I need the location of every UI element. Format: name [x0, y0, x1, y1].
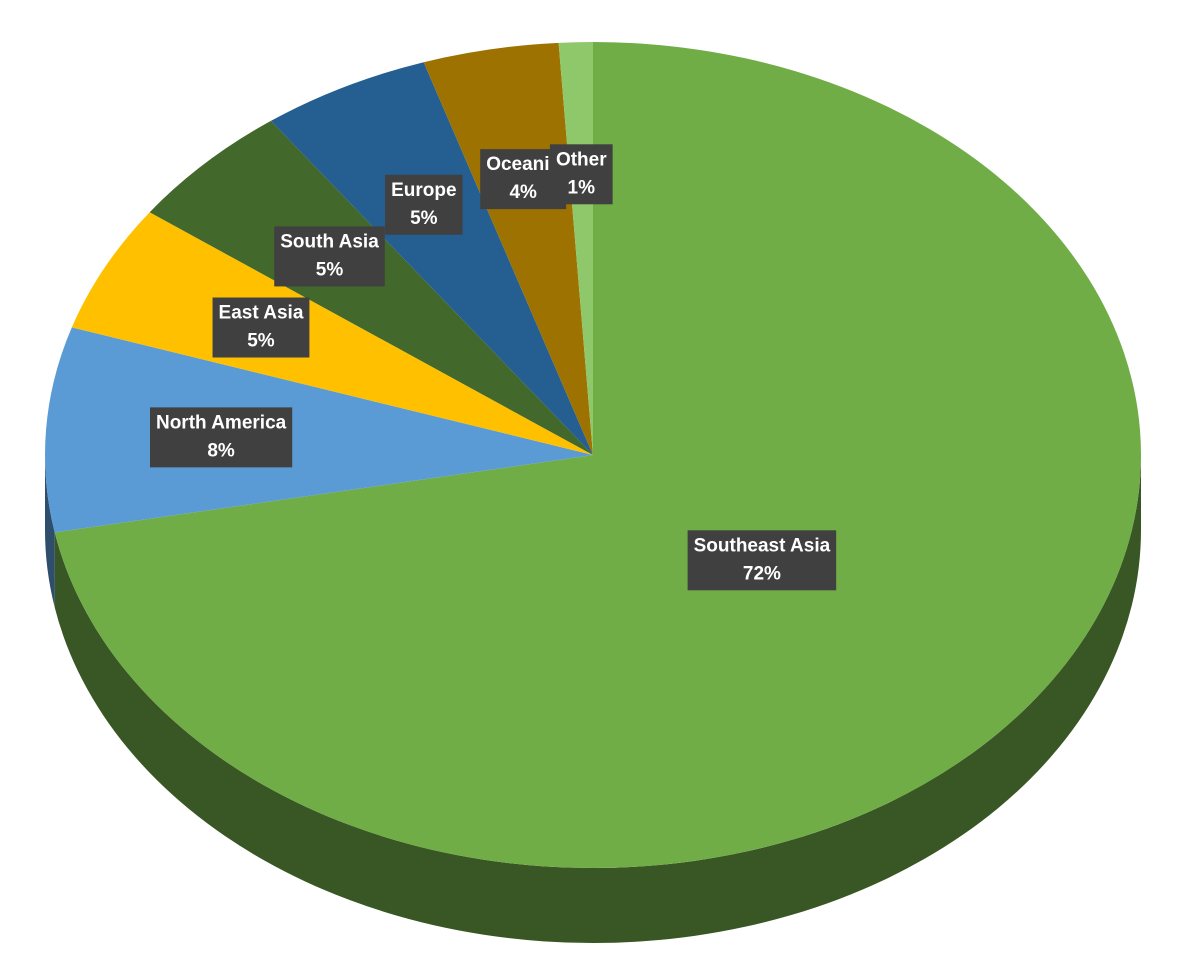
- label-name: Other: [556, 149, 607, 170]
- label-value: 5%: [410, 208, 438, 229]
- label-value: 72%: [743, 563, 781, 584]
- pie-side: [54, 455, 1142, 944]
- data-label: Southeast Asia 72%: [687, 530, 837, 591]
- pie-slice: [71, 212, 593, 455]
- pie-slice: [149, 120, 593, 456]
- label-box: [385, 174, 463, 235]
- label-name: East Asia: [219, 303, 304, 324]
- data-label: Other 1%: [549, 144, 613, 205]
- label-value: 5%: [247, 331, 275, 352]
- data-label: North America 8%: [149, 407, 293, 468]
- label-name: South Asia: [280, 231, 379, 252]
- pie-slice: [44, 327, 593, 533]
- label-name: North America: [156, 412, 287, 433]
- label-box: [149, 407, 293, 468]
- label-value: 4%: [509, 182, 537, 203]
- label-name: Europe: [391, 180, 456, 201]
- label-value: 1%: [568, 177, 596, 198]
- pie-side: [45, 455, 55, 608]
- label-box: [274, 226, 385, 287]
- data-label: South Asia 5%: [274, 226, 385, 287]
- pie-slice: [54, 42, 1141, 868]
- data-label: Europe 5%: [385, 174, 463, 235]
- label-value: 8%: [207, 440, 235, 461]
- label-box: [549, 144, 613, 205]
- label-box: [212, 297, 310, 358]
- label-name: Oceania: [486, 154, 560, 175]
- label-name: Southeast Asia: [694, 535, 831, 556]
- label-value: 5%: [316, 259, 344, 280]
- label-box: [687, 530, 837, 591]
- pie-slice: [270, 62, 593, 456]
- data-label: East Asia 5%: [212, 297, 310, 358]
